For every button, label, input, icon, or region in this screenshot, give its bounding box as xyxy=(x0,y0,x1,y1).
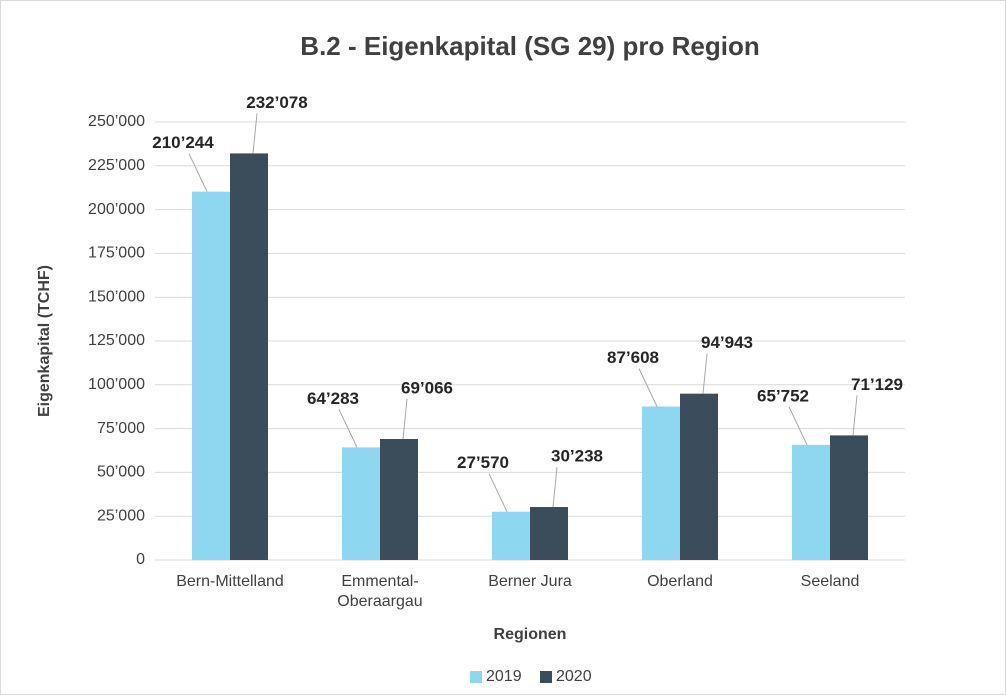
legend-label: 2020 xyxy=(556,668,592,685)
leader-line xyxy=(788,406,808,446)
leader-line xyxy=(188,153,208,192)
leader-line xyxy=(638,368,658,407)
x-tick-label: Oberland xyxy=(647,573,713,590)
bar xyxy=(680,393,718,560)
x-tick-label: Seeland xyxy=(800,573,860,590)
x-tick-label: Berner Jura xyxy=(488,573,572,590)
y-tick-label: 225’000 xyxy=(88,157,145,174)
y-tick-label: 50’000 xyxy=(97,464,145,481)
bar xyxy=(530,507,568,560)
data-label: 65’752 xyxy=(757,386,809,405)
x-tick-label: Bern-Mittelland xyxy=(176,573,284,590)
y-tick-label: 100’000 xyxy=(88,376,145,393)
y-tick-label: 175’000 xyxy=(88,245,145,262)
legend-swatch xyxy=(540,671,552,683)
y-tick-label: 25’000 xyxy=(97,507,145,524)
bar xyxy=(792,444,830,560)
legend-swatch xyxy=(470,671,482,683)
y-tick-label: 200’000 xyxy=(88,201,145,218)
leader-line xyxy=(552,466,558,508)
x-axis-title: Regionen xyxy=(494,626,567,643)
data-label: 210’244 xyxy=(152,133,214,152)
bar xyxy=(380,438,418,560)
y-tick-label: 75’000 xyxy=(97,420,145,437)
bar xyxy=(492,511,530,560)
data-label: 94’943 xyxy=(701,333,753,352)
bar xyxy=(830,435,868,560)
y-tick-label: 250’000 xyxy=(88,113,145,130)
legend-label: 2019 xyxy=(486,668,522,685)
x-tick-label: Emmental-Oberaargau xyxy=(337,573,423,610)
data-label: 30’238 xyxy=(551,447,603,466)
data-label: 69’066 xyxy=(401,378,453,397)
bar xyxy=(192,191,230,560)
leader-line xyxy=(252,113,258,154)
bar xyxy=(230,153,268,560)
leader-line xyxy=(852,395,858,436)
data-label: 87’608 xyxy=(607,348,659,367)
y-axis-title: Eigenkapital (TCHF) xyxy=(36,265,53,417)
y-tick-label: 125’000 xyxy=(88,332,145,349)
leader-line xyxy=(488,473,508,512)
y-tick-label: 0 xyxy=(136,551,145,568)
leader-line xyxy=(702,353,708,394)
data-label: 27’570 xyxy=(457,453,509,472)
bar xyxy=(342,447,380,560)
data-label: 64’283 xyxy=(307,389,359,408)
data-label: 71’129 xyxy=(851,375,903,394)
leader-line xyxy=(402,398,408,440)
data-label: 232’078 xyxy=(246,93,307,112)
bar xyxy=(642,406,680,560)
chart-title: B.2 - Eigenkapital (SG 29) pro Region xyxy=(300,31,759,61)
y-tick-label: 150’000 xyxy=(88,288,145,305)
leader-line xyxy=(338,409,358,448)
